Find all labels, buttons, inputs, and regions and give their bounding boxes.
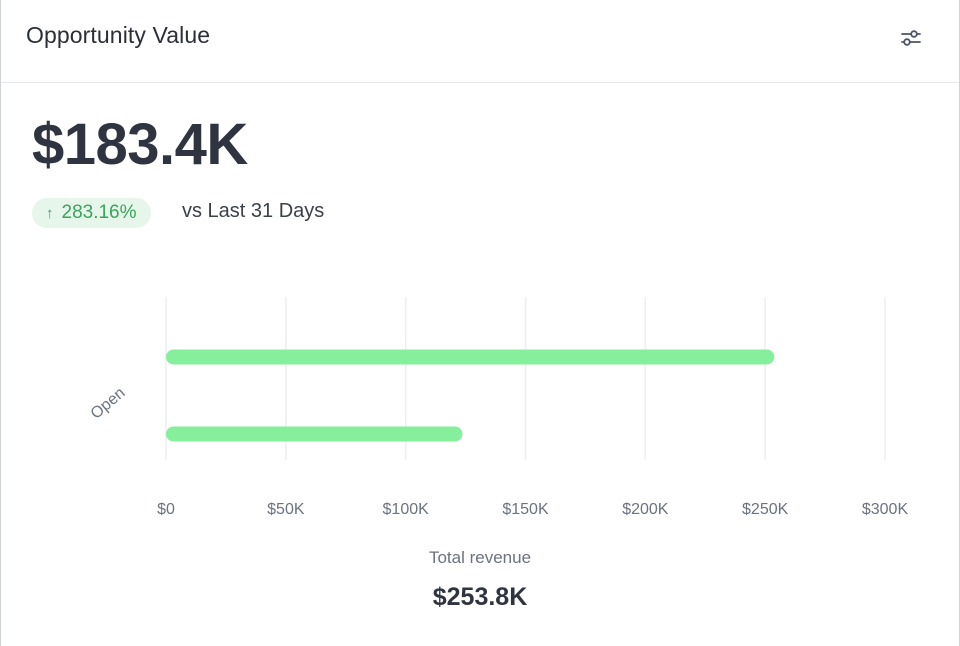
x-tick-label: $200K (622, 501, 669, 518)
change-percent: 283.16% (61, 202, 137, 223)
bar-open-1[interactable] (166, 349, 775, 365)
card-title: Opportunity Value (26, 22, 211, 48)
x-tick-label: $150K (502, 501, 549, 518)
y-category-label: Open (88, 384, 129, 422)
total-revenue-label: Total revenue (428, 548, 532, 567)
sliders-icon[interactable] (899, 27, 923, 49)
x-tick-label: $50K (267, 501, 305, 518)
x-tick-label: $0 (157, 501, 175, 518)
x-tick-label: $250K (742, 501, 789, 518)
opportunity-value: $183.4K (32, 112, 248, 177)
x-tick-label: $300K (862, 501, 909, 518)
arrow-up-icon: ↑ (46, 204, 54, 222)
bar-open-2[interactable] (166, 426, 463, 442)
x-tick-label: $100K (383, 501, 430, 518)
card-header: Opportunity Value (1, 0, 959, 83)
total-revenue-value: $253.8K (432, 583, 528, 611)
change-badge: ↑ 283.16% (32, 198, 151, 228)
opportunity-bar-chart: $0 $50K $100K $150K $200K $250K $300K Open (88, 297, 909, 518)
comparison-text: vs Last 31 Days (182, 200, 325, 222)
